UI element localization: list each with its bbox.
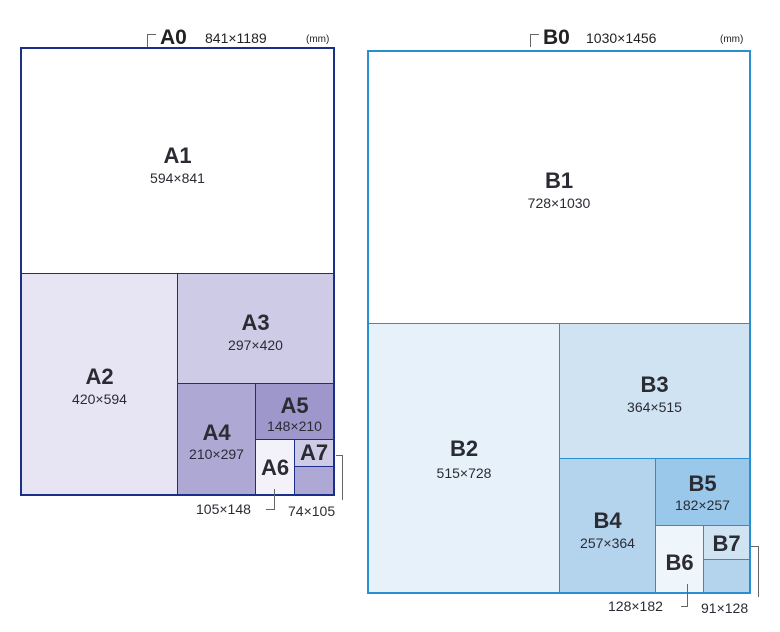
b6-label: B6 [665,550,694,575]
b3-dimensions: 364×515 [627,399,682,415]
a2-dimensions: 420×594 [72,391,127,407]
sheet-a6 [255,439,295,495]
sheet-b3 [559,323,750,459]
a3-dimensions: 297×420 [228,337,283,353]
a7-leader [336,455,343,500]
b4-label: B4 [593,508,622,533]
b7-label: B7 [712,531,741,556]
a0-header-bracket [147,34,156,47]
sheet-b4 [559,458,656,593]
b6-leader [681,584,688,607]
sheet-a7 [294,439,334,467]
b7-leader [751,546,759,597]
b0-dimensions: 1030×1456 [586,30,657,46]
a7-label: A7 [299,440,329,465]
b0-label: B0 [543,26,570,49]
a0-label: A0 [160,26,187,49]
a1-label: A1 [163,143,192,168]
b0-unit: (mm) [720,34,744,45]
b1-label: B1 [544,168,574,193]
b2-label: B2 [449,436,479,461]
a3-label: A3 [241,310,270,335]
sheet-b2 [368,323,560,593]
sheet-b1 [368,51,750,324]
a6-label: A6 [260,455,290,480]
a1-dimensions: 594×841 [150,170,205,186]
b1-dimensions: 728×1030 [527,195,591,211]
b4-dimensions: 257×364 [580,535,635,551]
a4-dimensions: 210×297 [189,446,244,462]
a0-dimensions: 841×1189 [205,30,267,46]
b3-label: B3 [640,372,669,397]
a0-unit: (mm) [306,34,330,45]
sheet-a4 [177,383,256,495]
sheet-a8 [294,466,334,495]
a6-leader [266,489,275,510]
b2-dimensions: 515×728 [436,465,492,481]
b7-dimensions: 91×128 [701,600,749,616]
a7-dimensions: 74×105 [288,503,336,519]
a6-dimensions: 105×148 [196,501,251,517]
b6-dimensions: 128×182 [608,598,663,614]
sheet-a1 [21,48,334,274]
b0-outline [367,50,751,594]
a4-label: A4 [202,420,231,445]
sheet-a3 [177,273,334,384]
b5-dimensions: 182×257 [675,497,730,513]
sheet-a5 [255,383,334,440]
a0-outline [20,47,335,496]
a2-label: A2 [85,364,114,389]
a5-dimensions: 148×210 [267,418,322,434]
b5-label: B5 [688,471,717,496]
b0-header-bracket [530,34,539,47]
a5-label: A5 [280,393,309,418]
